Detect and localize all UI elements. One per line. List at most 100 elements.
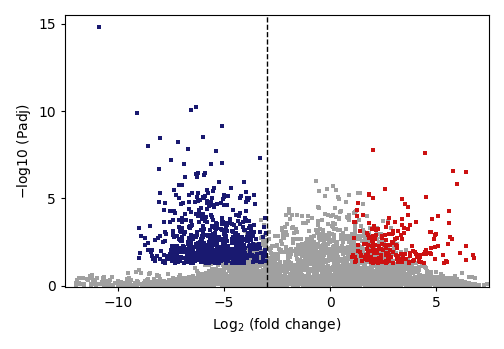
Point xyxy=(385,262,393,268)
Point xyxy=(456,283,464,288)
Point xyxy=(403,277,411,283)
Point xyxy=(421,249,429,254)
Point xyxy=(318,235,326,240)
Point xyxy=(230,281,238,287)
Point xyxy=(382,247,390,253)
Point xyxy=(314,262,323,267)
Point xyxy=(329,273,337,279)
Point xyxy=(163,280,171,285)
Point xyxy=(384,281,392,287)
Point xyxy=(287,280,295,285)
Point xyxy=(229,268,237,273)
Point xyxy=(266,273,274,278)
Point xyxy=(310,270,319,275)
Point xyxy=(333,254,341,260)
Point xyxy=(203,245,211,251)
Point xyxy=(249,252,258,257)
Point xyxy=(255,272,263,278)
Point xyxy=(256,269,264,275)
Point xyxy=(383,250,391,256)
Point xyxy=(434,244,442,249)
Point xyxy=(333,275,341,281)
Point xyxy=(181,174,190,180)
Point xyxy=(189,280,197,285)
Point xyxy=(254,266,262,271)
Point xyxy=(177,283,185,288)
Point xyxy=(182,217,190,223)
Point xyxy=(193,282,201,287)
Point xyxy=(330,243,338,248)
Point xyxy=(195,253,203,259)
Point xyxy=(285,265,293,270)
Point xyxy=(208,273,216,279)
Point xyxy=(390,278,398,283)
Point xyxy=(217,252,225,257)
Point xyxy=(341,251,349,256)
Point xyxy=(240,246,248,252)
Point xyxy=(201,274,209,279)
Point xyxy=(342,227,350,232)
Point xyxy=(237,275,245,281)
Point xyxy=(257,255,265,260)
Point xyxy=(284,261,292,267)
Point xyxy=(234,273,242,278)
Point xyxy=(165,283,173,288)
Point xyxy=(223,238,231,244)
Point xyxy=(297,265,305,270)
Point xyxy=(287,281,295,287)
Point xyxy=(263,280,271,286)
Point xyxy=(203,279,211,284)
Point xyxy=(235,281,243,287)
Point xyxy=(209,254,217,259)
Point xyxy=(308,279,316,285)
Point xyxy=(274,274,282,280)
Point xyxy=(248,255,257,260)
Point xyxy=(347,265,355,271)
Point xyxy=(314,229,323,234)
Point xyxy=(341,276,349,282)
Point xyxy=(177,281,185,287)
Point xyxy=(414,278,422,283)
Point xyxy=(229,261,237,266)
Point xyxy=(197,257,205,263)
Point xyxy=(224,193,232,199)
Point xyxy=(184,281,193,286)
Point xyxy=(216,280,224,286)
Point xyxy=(348,266,356,272)
Point xyxy=(173,282,181,287)
Point xyxy=(239,272,247,277)
Point xyxy=(324,266,332,272)
Point xyxy=(380,247,388,253)
Point xyxy=(239,269,247,274)
Point xyxy=(212,281,220,287)
Point xyxy=(386,264,394,270)
Point xyxy=(366,266,374,271)
Point xyxy=(157,282,165,288)
Point xyxy=(316,237,324,243)
Point xyxy=(242,252,250,257)
Point xyxy=(258,279,266,284)
Point xyxy=(271,279,279,284)
Point xyxy=(156,233,164,239)
Point xyxy=(95,24,103,30)
Point xyxy=(465,281,473,286)
Point xyxy=(188,282,197,287)
Point xyxy=(197,280,205,285)
Point xyxy=(372,268,380,274)
Point xyxy=(373,265,381,270)
Point xyxy=(327,276,335,282)
Point xyxy=(269,281,277,286)
Point xyxy=(172,280,180,285)
Point xyxy=(245,225,253,231)
Point xyxy=(320,232,328,238)
Point xyxy=(226,248,234,254)
Point xyxy=(171,233,179,239)
Point xyxy=(197,246,205,251)
Point xyxy=(246,257,255,263)
Point xyxy=(306,279,314,285)
Point xyxy=(182,282,190,288)
Point xyxy=(121,280,129,286)
Point xyxy=(377,255,386,261)
Point xyxy=(313,277,321,282)
Point xyxy=(364,247,372,252)
